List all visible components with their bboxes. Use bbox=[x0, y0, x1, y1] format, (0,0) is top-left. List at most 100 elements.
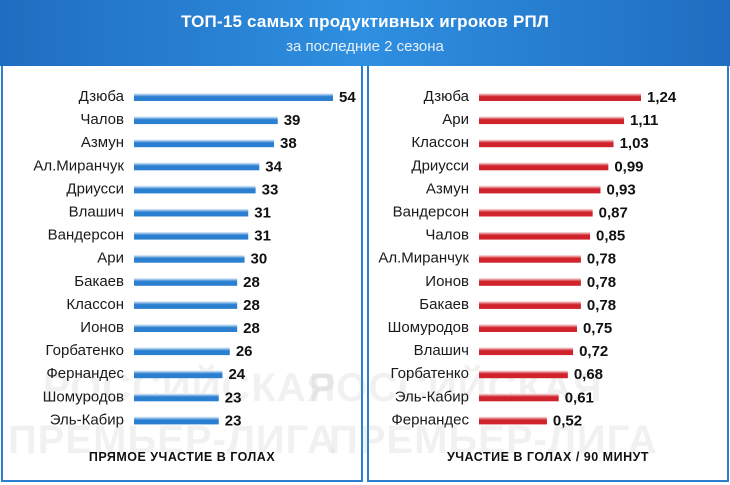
left-chart-category-label: Дзюба bbox=[79, 88, 125, 105]
right-chart-value-label: 0,87 bbox=[599, 205, 628, 222]
left-chart-category-label: Бакаев bbox=[74, 273, 124, 290]
left-chart-category-label: Ал.Миранчук bbox=[33, 157, 124, 174]
left-chart-bar bbox=[134, 300, 238, 309]
right-chart-bar bbox=[479, 324, 577, 332]
left-chart-panel: РОССИЙСКАЯ ПРЕМЬЕР-ЛИГА Дзюба 54 Чалов 39 Аз… bbox=[1, 66, 363, 482]
right-chart-bar bbox=[479, 300, 581, 309]
right-chart-category-label: Влашич bbox=[414, 342, 469, 359]
chart-title: ТОП-15 самых продуктивных игроков РПЛ bbox=[180, 12, 550, 31]
left-chart-value-label: 28 bbox=[243, 320, 260, 337]
left-chart-bar bbox=[134, 254, 245, 263]
left-chart-bar bbox=[134, 416, 219, 425]
header: ТОП-15 самых продуктивных игроков РПЛ за… bbox=[0, 0, 730, 66]
left-chart-bar bbox=[134, 185, 256, 194]
right-bar-chart: Дзюба 1,24 Ари 1,11 Классон 1,03 Дриусси 0,99 Аз… bbox=[378, 88, 677, 429]
right-chart-caption: УЧАСТИЕ В ГОЛАХ / 90 МИНУТ bbox=[446, 450, 650, 464]
right-chart-bar bbox=[479, 185, 601, 194]
left-chart-bar bbox=[134, 93, 333, 101]
right-chart-value-label: 0,93 bbox=[607, 181, 636, 198]
left-chart-value-label: 24 bbox=[228, 366, 245, 383]
left-chart-value-label: 28 bbox=[243, 274, 260, 291]
left-chart-caption: ПРЯМОЕ УЧАСТИЕ В ГОЛАХ bbox=[88, 450, 276, 464]
left-chart-category-label: Фернандес bbox=[46, 365, 124, 382]
left-chart-bar bbox=[134, 139, 275, 148]
right-chart-category-label: Ари bbox=[442, 111, 469, 128]
right-chart-category-label: Ионов bbox=[425, 273, 469, 290]
left-chart-value-label: 54 bbox=[339, 89, 356, 106]
right-chart-value-label: 0,61 bbox=[565, 389, 594, 406]
right-chart-bar bbox=[479, 393, 559, 402]
left-chart-category-label: Чалов bbox=[80, 111, 124, 128]
left-chart-category-label: Вандерсон bbox=[48, 227, 124, 244]
left-chart-bar bbox=[134, 393, 219, 402]
left-chart-category-label: Шомуродов bbox=[43, 388, 124, 405]
right-chart-bar bbox=[479, 231, 591, 240]
left-bar-chart: Дзюба 54 Чалов 39 Азмун 38 Ал.Миранчук 34 Дриусс… bbox=[33, 88, 356, 429]
left-chart-category-label: Дриусси bbox=[66, 180, 124, 197]
right-chart-value-label: 0,72 bbox=[579, 343, 608, 360]
left-chart-category-label: Влашич bbox=[69, 204, 124, 221]
left-chart-value-label: 38 bbox=[280, 135, 297, 152]
right-chart-value-label: 0,85 bbox=[596, 228, 625, 245]
right-chart-bar bbox=[479, 208, 593, 217]
left-chart-bar bbox=[134, 277, 238, 286]
left-chart-value-label: 26 bbox=[236, 343, 253, 360]
right-chart-panel: РОССИЙСКАЯ ПРЕМЬЕР-ЛИГА Дзюба 1,24 Ари 1,11… bbox=[309, 66, 729, 482]
left-chart-bar bbox=[134, 116, 278, 125]
right-chart-value-label: 0,52 bbox=[553, 412, 582, 429]
left-chart-category-label: Ари bbox=[97, 250, 124, 267]
left-chart-value-label: 31 bbox=[254, 205, 271, 222]
left-chart-value-label: 28 bbox=[243, 297, 260, 314]
right-chart-value-label: 0,78 bbox=[587, 251, 616, 268]
right-chart-bar bbox=[479, 93, 641, 101]
chart-subtitle: за последние 2 сезона bbox=[286, 38, 444, 55]
right-chart-bar bbox=[479, 254, 581, 263]
right-chart-value-label: 0,78 bbox=[587, 297, 616, 314]
left-chart-value-label: 23 bbox=[225, 389, 242, 406]
left-chart-value-label: 34 bbox=[265, 158, 282, 175]
left-chart-category-label: Горбатенко bbox=[46, 342, 124, 359]
left-chart-bar bbox=[134, 208, 249, 217]
right-chart-bar bbox=[479, 416, 547, 425]
left-chart-value-label: 39 bbox=[284, 112, 301, 129]
right-chart-value-label: 1,11 bbox=[630, 112, 658, 129]
right-chart-category-label: Бакаев bbox=[419, 296, 469, 313]
left-chart-bar bbox=[134, 347, 230, 356]
right-chart-value-label: 0,78 bbox=[587, 274, 616, 291]
watermark-line-2: ПРЕМЬЕР-ЛИГА bbox=[8, 418, 337, 462]
right-chart-category-label: Дриусси bbox=[411, 157, 469, 174]
left-chart-bar bbox=[134, 231, 249, 240]
right-chart-category-label: Дзюба bbox=[424, 88, 470, 105]
right-chart-bar bbox=[479, 116, 625, 125]
left-chart-bar bbox=[134, 370, 223, 379]
left-chart-value-label: 30 bbox=[251, 251, 268, 268]
right-chart-category-label: Ал.Миранчук bbox=[378, 250, 469, 267]
left-chart-category-label: Классон bbox=[66, 296, 124, 313]
right-chart-value-label: 0,68 bbox=[574, 366, 603, 383]
left-chart-value-label: 23 bbox=[225, 412, 242, 429]
right-chart-value-label: 1,24 bbox=[647, 89, 677, 106]
left-chart-value-label: 31 bbox=[254, 228, 271, 245]
right-chart-category-label: Чалов bbox=[425, 227, 469, 244]
right-chart-bar bbox=[479, 347, 574, 356]
right-chart-category-label: Эль-Кабир bbox=[395, 388, 469, 405]
right-chart-category-label: Классон bbox=[411, 134, 469, 151]
right-chart-value-label: 1,03 bbox=[620, 135, 649, 152]
left-chart-value-label: 33 bbox=[262, 181, 279, 198]
left-chart-category-label: Азмун bbox=[81, 134, 124, 151]
right-chart-value-label: 0,75 bbox=[583, 320, 612, 337]
right-chart-bar bbox=[479, 162, 609, 171]
right-chart-category-label: Горбатенко bbox=[391, 365, 469, 382]
left-chart-bar bbox=[134, 162, 260, 171]
right-chart-value-label: 0,99 bbox=[614, 158, 643, 175]
right-chart-bar bbox=[479, 277, 581, 286]
left-chart-category-label: Эль-Кабир bbox=[50, 411, 124, 428]
right-chart-category-label: Фернандес bbox=[391, 411, 469, 428]
right-chart-category-label: Азмун bbox=[426, 180, 469, 197]
left-chart-bar bbox=[134, 324, 238, 332]
right-chart-category-label: Вандерсон bbox=[393, 204, 469, 221]
right-chart-bar bbox=[479, 139, 614, 148]
right-chart-category-label: Шомуродов bbox=[388, 319, 469, 336]
right-chart-bar bbox=[479, 370, 568, 379]
